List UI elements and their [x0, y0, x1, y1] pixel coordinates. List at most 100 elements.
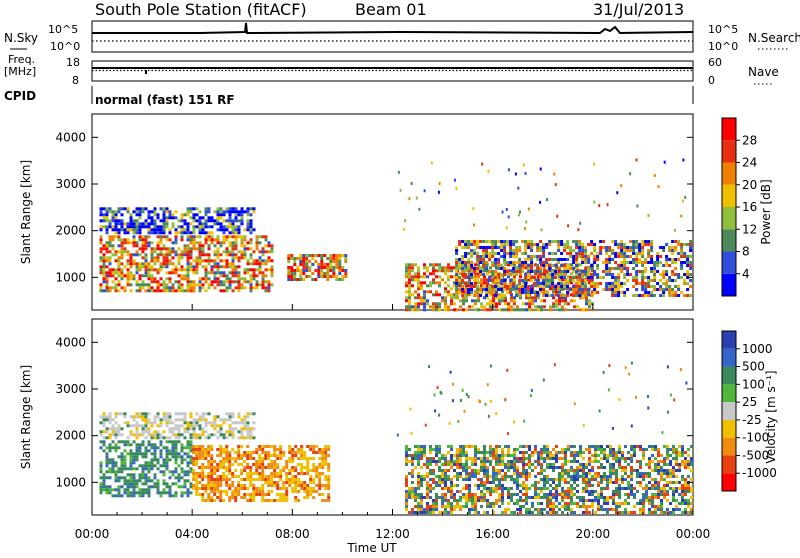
range-cell — [235, 231, 238, 234]
range-cell — [169, 210, 172, 213]
range-cell — [569, 246, 572, 249]
range-cell — [506, 261, 509, 264]
range-cell — [467, 258, 470, 261]
range-cell — [139, 494, 142, 497]
range-cell — [573, 451, 576, 454]
range-cell — [533, 291, 536, 294]
range-cell — [300, 463, 303, 466]
range-cell — [588, 499, 591, 502]
range-cell — [192, 475, 195, 478]
range-cell — [154, 452, 157, 455]
range-cell — [175, 238, 178, 241]
range-cell — [139, 491, 142, 494]
range-cell — [635, 294, 638, 297]
range-cell — [606, 478, 609, 481]
range-cell — [491, 270, 494, 273]
range-cell — [539, 261, 542, 264]
range-cell — [154, 231, 157, 234]
range-cell — [291, 478, 294, 481]
range-cell — [261, 478, 264, 481]
range-cell — [423, 308, 426, 311]
range-cell — [618, 466, 621, 469]
range-cell — [241, 210, 244, 213]
range-cell — [327, 463, 330, 466]
range-cell — [124, 467, 127, 470]
range-cell — [148, 271, 151, 274]
range-cell — [578, 294, 581, 297]
range-cell — [528, 463, 531, 466]
range-cell — [555, 466, 558, 469]
range-cell — [151, 479, 154, 482]
range-cell — [226, 286, 229, 289]
range-cell — [226, 265, 229, 268]
range-cell — [522, 308, 525, 311]
range-cell — [609, 475, 612, 478]
range-cell — [561, 448, 564, 451]
range-cell — [648, 214, 650, 217]
range-cell — [615, 475, 618, 478]
range-cell — [175, 418, 178, 421]
range-cell — [555, 445, 558, 448]
range-cell — [136, 436, 139, 439]
range-cell — [405, 448, 408, 451]
range-cell — [205, 430, 208, 433]
range-cell — [133, 415, 136, 418]
range-cell — [512, 261, 515, 264]
range-cell — [521, 264, 524, 267]
range-cell — [476, 270, 479, 273]
range-cell — [423, 299, 426, 302]
range-cell — [320, 266, 323, 269]
range-cell — [570, 484, 573, 487]
range-cell — [232, 244, 235, 247]
range-cell — [551, 279, 554, 282]
range-cell — [160, 253, 163, 256]
range-cell — [585, 463, 588, 466]
range-cell — [267, 463, 270, 466]
range-cell — [524, 243, 527, 246]
range-cell — [103, 488, 106, 491]
range-cell — [552, 502, 555, 505]
range-cell — [485, 264, 488, 267]
range-cell — [235, 253, 238, 256]
range-cell — [432, 511, 435, 514]
range-cell — [192, 451, 195, 454]
range-cell — [154, 436, 157, 439]
range-cell — [471, 305, 474, 308]
range-cell — [232, 433, 235, 436]
range-cell — [617, 294, 620, 297]
range-cell — [458, 276, 461, 279]
range-cell — [552, 466, 555, 469]
range-cell — [199, 415, 202, 418]
range-cell — [115, 222, 118, 225]
range-cell — [133, 485, 136, 488]
range-cell — [246, 478, 249, 481]
range-cell — [103, 207, 106, 210]
range-cell — [112, 244, 115, 247]
range-cell — [222, 499, 225, 502]
range-cell — [432, 308, 435, 311]
range-cell — [549, 502, 552, 505]
range-cell — [166, 421, 169, 424]
range-cell — [169, 228, 172, 231]
range-cell — [130, 443, 133, 446]
range-cell — [408, 299, 411, 302]
range-cell — [318, 487, 321, 490]
range-cell — [160, 262, 163, 265]
range-cell — [241, 253, 244, 256]
range-cell — [118, 283, 121, 286]
range-cell — [462, 463, 465, 466]
range-cell — [166, 436, 169, 439]
range-cell — [133, 482, 136, 485]
range-cell — [157, 244, 160, 247]
range-cell — [405, 484, 408, 487]
range-cell — [332, 254, 335, 257]
range-cell — [124, 289, 127, 292]
range-cell — [145, 488, 148, 491]
range-cell — [575, 258, 578, 261]
range-cell — [438, 302, 441, 305]
range-cell — [118, 424, 121, 427]
range-cell — [552, 487, 555, 490]
range-cell — [229, 424, 232, 427]
range-cell — [632, 279, 635, 282]
range-cell — [528, 445, 531, 448]
